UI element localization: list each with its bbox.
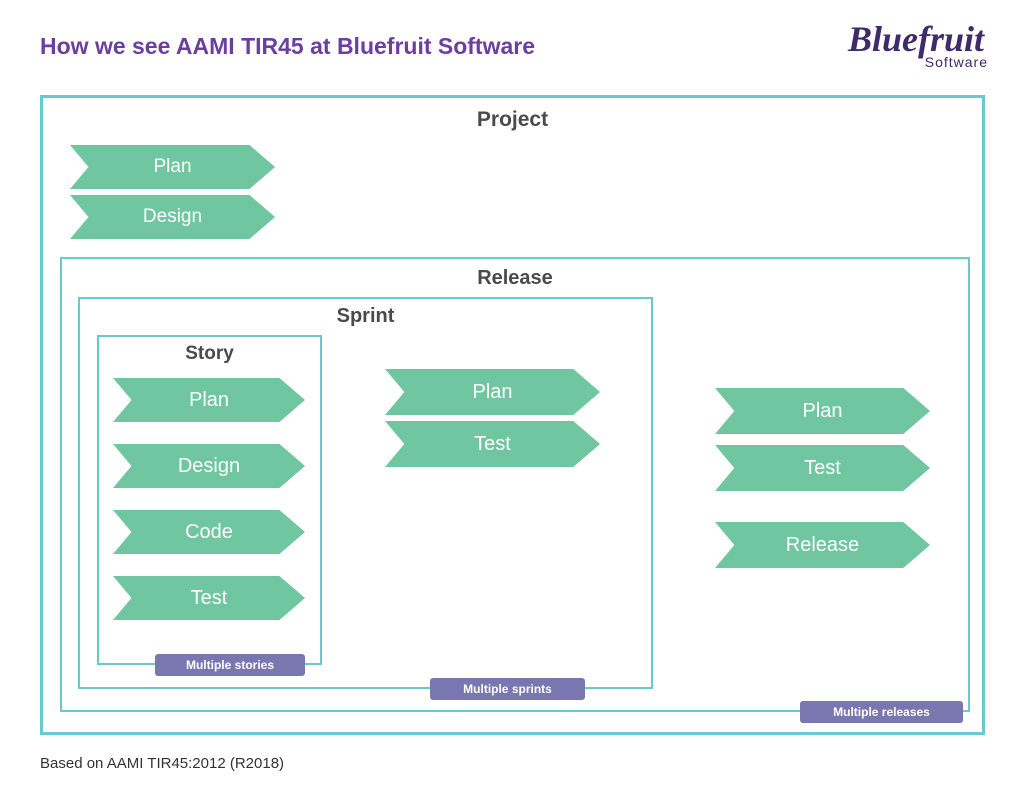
arrow-story-1: Design [113, 444, 305, 488]
arrow-release-0: Plan [715, 388, 930, 434]
arrow-release-1: Test [715, 445, 930, 491]
arrow-release-2: Release [715, 522, 930, 568]
release-title: Release [477, 267, 553, 290]
arrow-label: Code [113, 510, 305, 554]
arrow-label: Design [70, 195, 275, 239]
project-title: Project [477, 108, 548, 132]
arrow-label: Test [715, 445, 930, 491]
sprint-title: Sprint [337, 305, 395, 328]
badge-multiple-sprints: Multiple sprints [430, 678, 585, 700]
arrow-sprint-0: Plan [385, 369, 600, 415]
bluefruit-logo: Bluefruit Software [848, 18, 988, 70]
arrow-label: Plan [70, 145, 275, 189]
arrow-story-2: Code [113, 510, 305, 554]
arrow-sprint-1: Test [385, 421, 600, 467]
arrow-label: Plan [385, 369, 600, 415]
arrow-label: Test [385, 421, 600, 467]
badge-multiple-stories: Multiple stories [155, 654, 305, 676]
arrow-label: Release [715, 522, 930, 568]
arrow-label: Test [113, 576, 305, 620]
arrow-project-0: Plan [70, 145, 275, 189]
arrow-project-1: Design [70, 195, 275, 239]
badge-multiple-releases: Multiple releases [800, 701, 963, 723]
footnote: Based on AAMI TIR45:2012 (R2018) [40, 755, 284, 772]
arrow-story-3: Test [113, 576, 305, 620]
arrow-label: Design [113, 444, 305, 488]
arrow-label: Plan [715, 388, 930, 434]
arrow-label: Plan [113, 378, 305, 422]
story-title: Story [185, 343, 234, 365]
arrow-story-0: Plan [113, 378, 305, 422]
page-title: How we see AAMI TIR45 at Bluefruit Softw… [40, 33, 535, 60]
